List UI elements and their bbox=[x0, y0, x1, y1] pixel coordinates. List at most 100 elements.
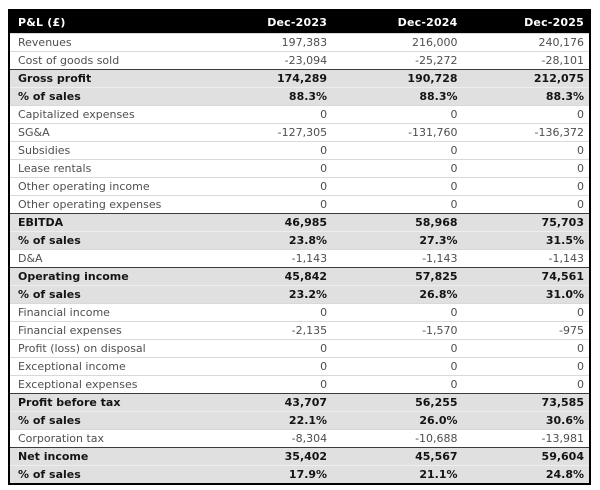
cell-value: 0 bbox=[332, 195, 463, 214]
row-label: Net income bbox=[9, 447, 202, 466]
row-label: Revenues bbox=[9, 33, 202, 52]
cell-value: 0 bbox=[201, 357, 333, 376]
cell-value: 0 bbox=[332, 375, 463, 394]
cell-value: -1,143 bbox=[201, 249, 333, 268]
table-row: % of sales 22.1% 26.0% 30.6% bbox=[9, 411, 590, 430]
cell-value: -136,372 bbox=[462, 123, 590, 142]
table-row: Operating income 45,842 57,825 74,561 bbox=[9, 267, 590, 286]
cell-value: -1,570 bbox=[332, 321, 463, 340]
cell-value: 0 bbox=[201, 105, 333, 124]
table-row: Financial income 0 0 0 bbox=[9, 303, 590, 322]
cell-value: 212,075 bbox=[462, 69, 590, 88]
cell-value: 0 bbox=[462, 159, 590, 178]
cell-value: 0 bbox=[462, 105, 590, 124]
pnl-table: P&L (£) Dec-2023 Dec-2024 Dec-2025 Reven… bbox=[8, 9, 591, 485]
cell-value: 22.1% bbox=[201, 411, 333, 430]
cell-value: 57,825 bbox=[332, 267, 463, 286]
row-label: Financial income bbox=[9, 303, 202, 322]
cell-value: 73,585 bbox=[462, 393, 590, 412]
row-label: Operating income bbox=[9, 267, 202, 286]
row-label: Profit (loss) on disposal bbox=[9, 339, 202, 358]
cell-value: 43,707 bbox=[201, 393, 333, 412]
table-row: Subsidies 0 0 0 bbox=[9, 141, 590, 160]
row-label: % of sales bbox=[9, 411, 202, 430]
cell-value: 0 bbox=[201, 141, 333, 160]
cell-value: 88.3% bbox=[462, 87, 590, 106]
cell-value: 88.3% bbox=[332, 87, 463, 106]
cell-value: 0 bbox=[462, 375, 590, 394]
header-col-dec-2024: Dec-2024 bbox=[332, 10, 463, 34]
table-row: % of sales 23.2% 26.8% 31.0% bbox=[9, 285, 590, 304]
cell-value: 17.9% bbox=[201, 465, 333, 484]
cell-value: 0 bbox=[462, 357, 590, 376]
cell-value: 58,968 bbox=[332, 213, 463, 232]
cell-value: -2,135 bbox=[201, 321, 333, 340]
table-row: Other operating expenses 0 0 0 bbox=[9, 195, 590, 214]
cell-value: 0 bbox=[462, 195, 590, 214]
table-row: Exceptional income 0 0 0 bbox=[9, 357, 590, 376]
cell-value: -25,272 bbox=[332, 51, 463, 70]
row-label: % of sales bbox=[9, 231, 202, 250]
cell-value: 0 bbox=[332, 141, 463, 160]
cell-value: 35,402 bbox=[201, 447, 333, 466]
row-label: Lease rentals bbox=[9, 159, 202, 178]
cell-value: 45,567 bbox=[332, 447, 463, 466]
cell-value: 197,383 bbox=[201, 33, 333, 52]
table-row: Corporation tax -8,304 -10,688 -13,981 bbox=[9, 429, 590, 448]
cell-value: 30.6% bbox=[462, 411, 590, 430]
row-label: Profit before tax bbox=[9, 393, 202, 412]
header-row: P&L (£) Dec-2023 Dec-2024 Dec-2025 bbox=[9, 10, 590, 34]
cell-value: 0 bbox=[332, 303, 463, 322]
cell-value: 88.3% bbox=[201, 87, 333, 106]
cell-value: 0 bbox=[462, 141, 590, 160]
table-row: Revenues 197,383 216,000 240,176 bbox=[9, 33, 590, 52]
table-row: SG&A -127,305 -131,760 -136,372 bbox=[9, 123, 590, 142]
cell-value: 0 bbox=[332, 339, 463, 358]
table-row: % of sales 17.9% 21.1% 24.8% bbox=[9, 465, 590, 484]
cell-value: -13,981 bbox=[462, 429, 590, 448]
header-pnl-title: P&L (£) bbox=[9, 10, 202, 34]
cell-value: -28,101 bbox=[462, 51, 590, 70]
row-label: SG&A bbox=[9, 123, 202, 142]
cell-value: 0 bbox=[462, 303, 590, 322]
cell-value: -127,305 bbox=[201, 123, 333, 142]
cell-value: 59,604 bbox=[462, 447, 590, 466]
cell-value: -975 bbox=[462, 321, 590, 340]
cell-value: 0 bbox=[201, 339, 333, 358]
table-row: Other operating income 0 0 0 bbox=[9, 177, 590, 196]
cell-value: -23,094 bbox=[201, 51, 333, 70]
pnl-table-body: Revenues 197,383 216,000 240,176 Cost of goo… bbox=[9, 33, 590, 484]
table-row: Profit before tax 43,707 56,255 73,585 bbox=[9, 393, 590, 412]
table-row: Capitalized expenses 0 0 0 bbox=[9, 105, 590, 124]
table-row: Financial expenses -2,135 -1,570 -975 bbox=[9, 321, 590, 340]
row-label: EBITDA bbox=[9, 213, 202, 232]
row-label: D&A bbox=[9, 249, 202, 268]
row-label: Gross profit bbox=[9, 69, 202, 88]
row-label: Other operating expenses bbox=[9, 195, 202, 214]
row-label: % of sales bbox=[9, 285, 202, 304]
row-label: Exceptional expenses bbox=[9, 375, 202, 394]
table-row: EBITDA 46,985 58,968 75,703 bbox=[9, 213, 590, 232]
cell-value: 27.3% bbox=[332, 231, 463, 250]
table-row: Exceptional expenses 0 0 0 bbox=[9, 375, 590, 394]
cell-value: 0 bbox=[462, 177, 590, 196]
cell-value: 0 bbox=[332, 177, 463, 196]
cell-value: 0 bbox=[201, 375, 333, 394]
row-label: Corporation tax bbox=[9, 429, 202, 448]
cell-value: -10,688 bbox=[332, 429, 463, 448]
cell-value: 46,985 bbox=[201, 213, 333, 232]
row-label: Capitalized expenses bbox=[9, 105, 202, 124]
table-row: % of sales 88.3% 88.3% 88.3% bbox=[9, 87, 590, 106]
cell-value: 174,289 bbox=[201, 69, 333, 88]
cell-value: 0 bbox=[332, 357, 463, 376]
cell-value: 0 bbox=[332, 105, 463, 124]
table-row: Gross profit 174,289 190,728 212,075 bbox=[9, 69, 590, 88]
cell-value: 31.5% bbox=[462, 231, 590, 250]
cell-value: 21.1% bbox=[332, 465, 463, 484]
cell-value: 23.2% bbox=[201, 285, 333, 304]
row-label: Subsidies bbox=[9, 141, 202, 160]
cell-value: -1,143 bbox=[332, 249, 463, 268]
cell-value: 0 bbox=[201, 195, 333, 214]
cell-value: 0 bbox=[332, 159, 463, 178]
